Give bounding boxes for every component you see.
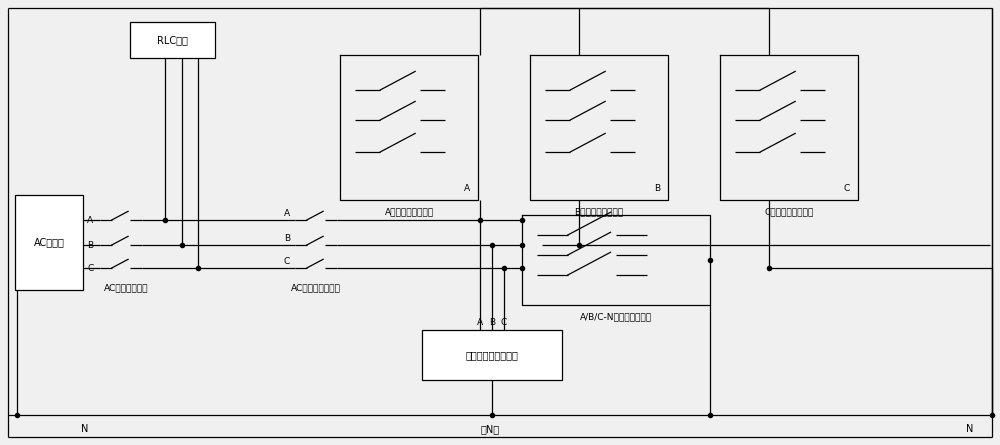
Text: C: C	[844, 183, 850, 193]
Text: B相短路控制接触器: B相短路控制接触器	[574, 207, 624, 217]
Text: AC模拟源断路器: AC模拟源断路器	[104, 283, 148, 292]
Text: N: N	[81, 424, 89, 434]
Text: 被测光伏并网逆变器: 被测光伏并网逆变器	[466, 350, 518, 360]
Text: C相短路控制接触器: C相短路控制接触器	[764, 207, 814, 217]
Text: RLC负载: RLC负载	[157, 35, 188, 45]
Text: B: B	[489, 317, 495, 327]
Text: AC输入控制接触器: AC输入控制接触器	[291, 283, 341, 292]
Bar	[15, 195, 83, 290]
Text: AC模拟源: AC模拟源	[34, 238, 64, 247]
Text: A: A	[87, 215, 93, 224]
Text: C: C	[284, 256, 290, 266]
Text: B: B	[284, 234, 290, 243]
Text: 共N线: 共N线	[480, 424, 500, 434]
Text: N: N	[966, 424, 974, 434]
Text: C: C	[87, 263, 93, 272]
Text: A: A	[284, 209, 290, 218]
Text: A相短路控制接触器: A相短路控制接触器	[384, 207, 434, 217]
Text: B: B	[654, 183, 660, 193]
Text: A: A	[464, 183, 470, 193]
Text: C: C	[501, 317, 507, 327]
Text: B: B	[87, 240, 93, 250]
Text: A/B/C-N短路控制接触器: A/B/C-N短路控制接触器	[580, 312, 652, 321]
Bar	[422, 330, 562, 380]
Bar	[130, 22, 215, 58]
Text: A: A	[477, 317, 483, 327]
